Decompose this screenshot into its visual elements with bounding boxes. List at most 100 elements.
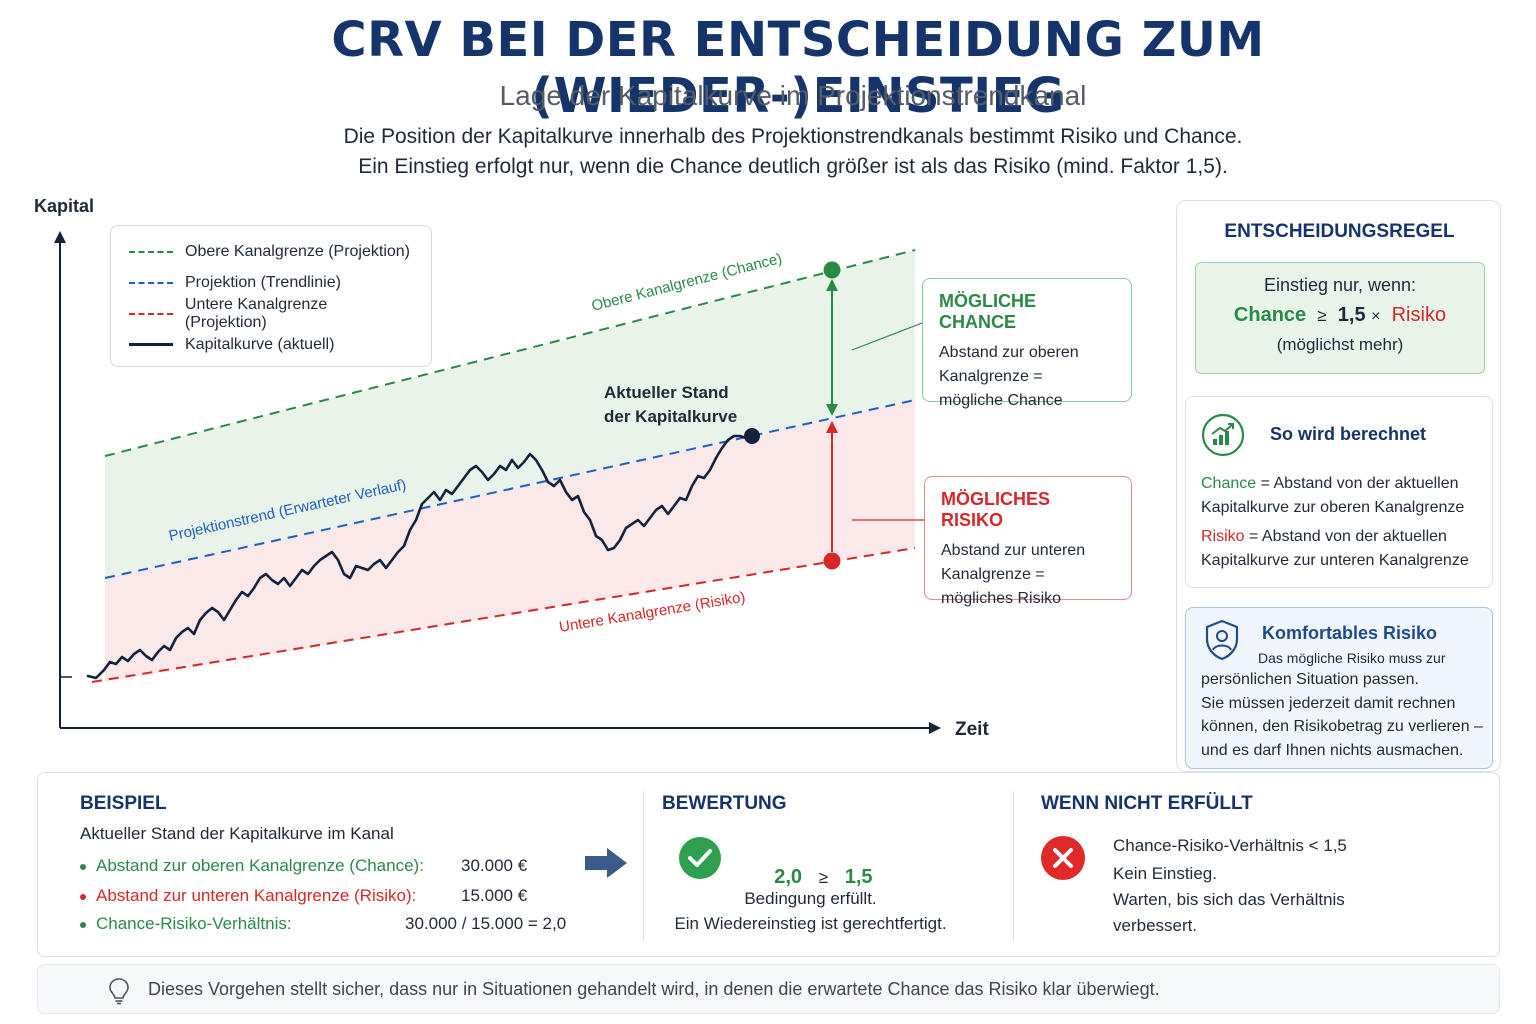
rule-box: Einstieg nur, wenn: Chance ≥ 1,5 × Risik… xyxy=(1195,262,1485,374)
chance-callout-text: Abstand zur oberen Kanalgrenze = möglich… xyxy=(939,341,1115,413)
evaluation-result: Bedingung erfüllt. Ein Wiedereinstieg is… xyxy=(663,886,958,936)
rule-times: × xyxy=(1371,308,1381,325)
calculation-title: So wird berechnet xyxy=(1270,424,1427,444)
legend-label: Untere Kanalgrenze (Projektion) xyxy=(184,295,328,331)
capital-curve xyxy=(86,434,754,680)
legend-item-curve: Kapitalkurve (aktuell) xyxy=(129,329,413,360)
decision-rule-title: ENTSCHEIDUNGSREGEL xyxy=(1224,221,1455,242)
example-risk-label: Abstand zur unteren Kanalgrenze (Risiko)… xyxy=(96,886,417,905)
comfortable-risk-body: persönlichen Situation passen. Sie müsse… xyxy=(1201,668,1491,762)
evaluation-geq: ≥ xyxy=(818,868,829,887)
chance-definition: Chance = Abstand von der aktuellen Kapit… xyxy=(1201,472,1491,520)
rule-intro: Einstieg nur, wenn: xyxy=(1263,275,1417,295)
legend-label: Kapitalkurve (aktuell) xyxy=(185,335,335,353)
not-met-text: Chance-Risiko-Verhältnis < 1,5 Kein Eins… xyxy=(1113,833,1347,939)
x-axis-label: Zeit xyxy=(955,719,989,740)
comfortable-risk-text-2: persönlichen Situation passen. xyxy=(1201,671,1419,688)
example-row-chance: Abstand zur oberen Kanalgrenze (Chance): xyxy=(80,856,424,876)
chance-callout-line: Kanalgrenze = xyxy=(939,368,1043,385)
current-label-line-1: Aktueller Stand xyxy=(604,383,729,402)
rule-note: (möglichst mehr) xyxy=(1276,335,1404,354)
rule-risk-term: Risiko xyxy=(1391,304,1447,326)
current-point-marker xyxy=(744,428,760,444)
chance-callout-line: Abstand zur oberen xyxy=(939,344,1079,361)
arrow-right-icon xyxy=(585,848,627,878)
calculation-text: Chance = Abstand von der aktuellen Kapit… xyxy=(1201,472,1491,578)
risk-callout-text: Abstand zur unteren Kanalgrenze = möglic… xyxy=(941,539,1115,611)
example-ratio-label: Chance-Risiko-Verhältnis: xyxy=(96,914,292,933)
evaluation-formula: 2,0 ≥ 1,5 xyxy=(752,843,873,912)
trend-line xyxy=(104,399,916,579)
chance-callout-title: MÖGLICHE CHANCE xyxy=(939,291,1036,332)
legend-item-trend: Projektion (Trendlinie) xyxy=(129,267,413,298)
rule-formula: Chance ≥ 1,5 × Risiko xyxy=(1196,304,1484,327)
not-met-line-3: Warten, bis sich das Verhältnis xyxy=(1113,890,1345,909)
risk-callout-line: Abstand zur unteren xyxy=(941,542,1086,559)
calculation-box: So wird berechnet Chance = Abstand von d… xyxy=(1185,396,1493,588)
risk-callout: MÖGLICHES RISIKO Abstand zur unteren Kan… xyxy=(924,476,1132,607)
chance-callout-connector xyxy=(851,322,923,351)
lightbulb-icon xyxy=(109,978,129,1005)
evaluation-line-1: Bedingung erfüllt. xyxy=(744,889,877,908)
bullet xyxy=(80,863,86,870)
y-axis-label: Kapital xyxy=(34,196,94,216)
not-met-title: WENN NICHT ERFÜLLT xyxy=(1041,793,1253,814)
comfortable-risk-text-1: Das mögliche Risiko muss zur xyxy=(1258,650,1446,666)
chance-callout-line: mögliche Chance xyxy=(939,392,1063,409)
error-circle-icon xyxy=(1041,836,1085,880)
upper-target-marker xyxy=(823,261,841,279)
example-chance-label: Abstand zur oberen Kanalgrenze (Chance): xyxy=(96,856,424,875)
risk-callout-line: Kanalgrenze = xyxy=(941,566,1045,583)
legend: Obere Kanalgrenze (Projektion) Projektio… xyxy=(110,225,432,367)
legend-swatch-lower xyxy=(129,312,173,315)
evaluation-title: BEWERTUNG xyxy=(662,793,787,814)
not-met-line-2: Kein Einstieg. xyxy=(1113,864,1217,883)
example-ratio-value: 30.000 / 15.000 = 2,0 xyxy=(405,914,567,933)
example-risk-value: 15.000 € xyxy=(461,886,528,905)
lower-channel-line xyxy=(91,547,916,683)
not-met-line-1: Chance-Risiko-Verhältnis < 1,5 xyxy=(1113,836,1347,855)
risk-zone xyxy=(105,400,915,682)
chance-term: Chance xyxy=(1201,475,1257,492)
footer-note: Dieses Vorgehen stellt sicher, dass nur … xyxy=(37,964,1500,1014)
chance-definition-text: = Abstand von der aktuellen Kapitalkurve… xyxy=(1201,475,1465,516)
page-title: CRV BEI DER ENTSCHEIDUNG ZUM (WIEDER-)EI… xyxy=(331,12,1265,124)
rule-chance-term: Chance xyxy=(1233,304,1307,326)
evaluation-value: 2,0 xyxy=(774,866,803,888)
intro-line-1: Die Position der Kapitalkurve innerhalb … xyxy=(343,125,1243,148)
legend-swatch-upper xyxy=(129,250,173,253)
rule-geq: ≥ xyxy=(1317,306,1327,325)
check-circle-icon xyxy=(679,837,721,879)
channel-diagram: Kapital Zeit Obere Kanalgrenze (Chance) … xyxy=(34,196,989,740)
footer-text: Dieses Vorgehen stellt sicher, dass nur … xyxy=(148,979,1160,999)
intro-line-2: Ein Einstieg erfolgt nur, wenn die Chanc… xyxy=(358,155,1228,178)
rule-factor: 1,5 xyxy=(1337,304,1366,326)
growth-chart-icon xyxy=(1201,413,1245,457)
intro-text: Die Position der Kapitalkurve innerhalb … xyxy=(0,122,1536,182)
risk-callout-title: MÖGLICHES RISIKO xyxy=(941,489,1051,530)
example-intro: Aktueller Stand der Kapitalkurve im Kana… xyxy=(80,824,394,843)
shield-user-icon xyxy=(1205,619,1239,661)
decision-rule-panel: ENTSCHEIDUNGSREGEL Einstieg nur, wenn: C… xyxy=(1176,200,1501,772)
risk-definition: Risiko = Abstand von der aktuellen Kapit… xyxy=(1201,525,1491,573)
risk-definition-text: = Abstand von der aktuellen Kapitalkurve… xyxy=(1201,528,1469,569)
chance-zone xyxy=(105,250,915,578)
bullet xyxy=(80,893,86,900)
legend-item-upper: Obere Kanalgrenze (Projektion) xyxy=(129,236,413,267)
example-row-risk: Abstand zur unteren Kanalgrenze (Risiko)… xyxy=(80,886,416,906)
example-row-ratio: Chance-Risiko-Verhältnis: xyxy=(80,914,292,934)
example-title: BEISPIEL xyxy=(80,793,167,814)
comfortable-risk-box: Komfortables Risiko Das mögliche Risiko … xyxy=(1185,607,1493,769)
example-panel: BEISPIEL Aktueller Stand der Kapitalkurv… xyxy=(37,772,1500,957)
evaluation-threshold: 1,5 xyxy=(844,866,873,888)
upper-channel-line xyxy=(104,249,916,457)
legend-label: Obere Kanalgrenze (Projektion) xyxy=(185,242,411,260)
risk-term: Risiko xyxy=(1201,528,1245,545)
legend-label: Projektion (Trendlinie) xyxy=(185,273,341,291)
current-label-line-2: der Kapitalkurve xyxy=(604,407,737,426)
legend-item-lower: Untere Kanalgrenze (Projektion) xyxy=(129,295,413,331)
lower-target-marker xyxy=(823,552,841,570)
divider xyxy=(1013,791,1014,941)
bullet xyxy=(80,921,86,928)
chance-callout: MÖGLICHE CHANCE Abstand zur oberen Kanal… xyxy=(922,278,1132,409)
